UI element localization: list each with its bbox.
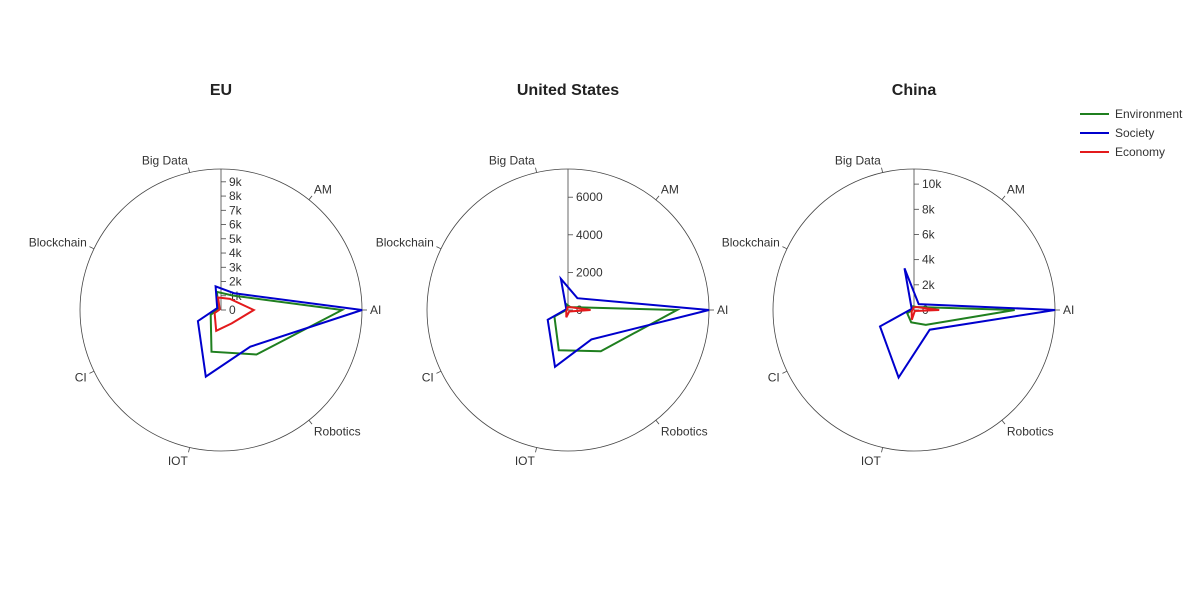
angular-tick bbox=[782, 246, 788, 250]
axis-label-am: AM bbox=[1007, 183, 1025, 197]
legend-label-environment: Environment bbox=[1115, 107, 1183, 121]
series-line-environment bbox=[209, 290, 346, 356]
radial-tick-label: 7k bbox=[229, 203, 243, 217]
axis-label-blockchain: Blockchain bbox=[722, 236, 780, 250]
radial-tick-label: 6k bbox=[922, 227, 936, 241]
radial-tick-label: 2k bbox=[922, 278, 936, 292]
axis-label-ci: CI bbox=[768, 370, 780, 384]
radial-tick-label: 3k bbox=[229, 260, 243, 274]
series-line-society bbox=[196, 284, 363, 379]
panel-title-eu: EU bbox=[210, 82, 232, 99]
radial-tick-label: 4k bbox=[229, 246, 243, 260]
angular-tick bbox=[89, 246, 95, 250]
angular-tick bbox=[535, 447, 538, 453]
angular-tick bbox=[655, 195, 660, 201]
radial-tick-label: 2000 bbox=[576, 265, 603, 279]
angular-tick bbox=[89, 370, 95, 374]
legend: Environment Society Economy bbox=[1080, 107, 1183, 159]
angular-tick bbox=[308, 195, 313, 201]
angular-tick bbox=[1001, 195, 1006, 201]
radial-tick-label: 4k bbox=[922, 253, 936, 267]
angular-tick bbox=[308, 419, 313, 425]
radial-tick-label: 6k bbox=[229, 218, 243, 232]
angular-tick bbox=[782, 370, 788, 374]
axis-label-ai: AI bbox=[370, 303, 381, 317]
angular-tick bbox=[1001, 419, 1006, 425]
angular-tick bbox=[655, 419, 660, 425]
axis-label-am: AM bbox=[314, 183, 332, 197]
legend-label-society: Society bbox=[1115, 126, 1154, 140]
axis-label-blockchain: Blockchain bbox=[29, 236, 87, 250]
radar-panel-china: China AI AM Big Data Blockchain CI IOT Robotics… bbox=[722, 82, 1075, 468]
angular-tick bbox=[535, 167, 538, 173]
axis-label-big-data: Big Data bbox=[142, 154, 188, 168]
radial-tick-label: 8k bbox=[229, 189, 243, 203]
radial-tick-label: 2k bbox=[229, 275, 243, 289]
axis-label-big-data: Big Data bbox=[835, 154, 881, 168]
axis-label-ai: AI bbox=[1063, 303, 1074, 317]
angular-tick bbox=[881, 447, 884, 453]
panel-title-united-states: United States bbox=[517, 82, 619, 99]
axis-label-robotics: Robotics bbox=[314, 425, 361, 439]
legend-label-economy: Economy bbox=[1115, 145, 1165, 159]
radial-tick-label: 4000 bbox=[576, 228, 603, 242]
axis-label-robotics: Robotics bbox=[661, 425, 708, 439]
radar-panel-united-states: United States AI AM Big Data Blockchain CI IOT… bbox=[376, 82, 729, 468]
series-line-society bbox=[546, 275, 710, 369]
axis-label-ai: AI bbox=[717, 303, 728, 317]
angular-tick bbox=[436, 370, 442, 374]
angular-tick bbox=[436, 246, 442, 250]
axis-label-big-data: Big Data bbox=[489, 154, 535, 168]
series-line-economy bbox=[565, 306, 591, 318]
radial-tick-label: 10k bbox=[922, 177, 942, 191]
series-line-economy bbox=[910, 305, 940, 321]
radial-tick-label: 6000 bbox=[576, 190, 603, 204]
panel-title-china: China bbox=[892, 82, 937, 99]
axis-label-am: AM bbox=[661, 183, 679, 197]
axis-label-iot: IOT bbox=[168, 454, 189, 468]
axis-label-robotics: Robotics bbox=[1007, 425, 1054, 439]
radial-tick-label: 8k bbox=[922, 202, 936, 216]
angular-tick bbox=[188, 447, 191, 453]
angular-tick bbox=[881, 167, 884, 173]
axis-label-iot: IOT bbox=[515, 454, 536, 468]
radial-tick-label: 9k bbox=[229, 175, 243, 189]
angular-tick bbox=[188, 167, 191, 173]
axis-label-ci: CI bbox=[75, 370, 87, 384]
series-line-economy bbox=[213, 296, 256, 333]
axis-label-blockchain: Blockchain bbox=[376, 236, 434, 250]
radial-tick-label: 0 bbox=[229, 303, 236, 317]
radial-tick-label: 5k bbox=[229, 232, 243, 246]
series-line-society bbox=[878, 267, 1056, 380]
axis-label-iot: IOT bbox=[861, 454, 882, 468]
axis-label-ci: CI bbox=[422, 370, 434, 384]
